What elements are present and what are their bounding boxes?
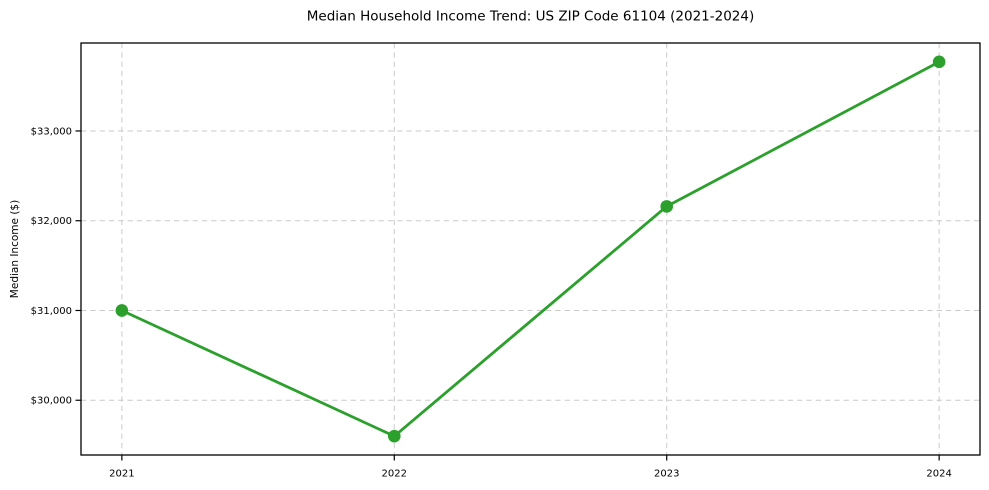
axes-layer: 2021 2022 2023 2024 $30,000 $31,000 $32,000 $33… — [31, 42, 981, 480]
y-tick-label: $30,000 — [31, 396, 72, 407]
x-tick-label: 2022 — [382, 469, 407, 480]
series-layer — [115, 55, 946, 443]
y-axis-label: Median Income ($) — [9, 200, 21, 298]
data-point — [115, 304, 129, 317]
grid-layer — [81, 43, 980, 455]
y-tick-label: $33,000 — [31, 126, 72, 137]
chart-title: Median Household Income Trend: US ZIP Co… — [307, 9, 755, 25]
data-point — [387, 429, 401, 443]
x-tick-label: 2023 — [654, 469, 679, 480]
trend-line — [120, 60, 941, 438]
y-tick-label: $32,000 — [31, 216, 72, 227]
data-point — [660, 200, 674, 213]
x-tick-label: 2024 — [926, 469, 951, 480]
x-tick-label: 2021 — [109, 469, 134, 480]
y-tick-label: $31,000 — [31, 306, 72, 317]
data-point — [932, 55, 946, 69]
plot-border — [80, 42, 981, 456]
